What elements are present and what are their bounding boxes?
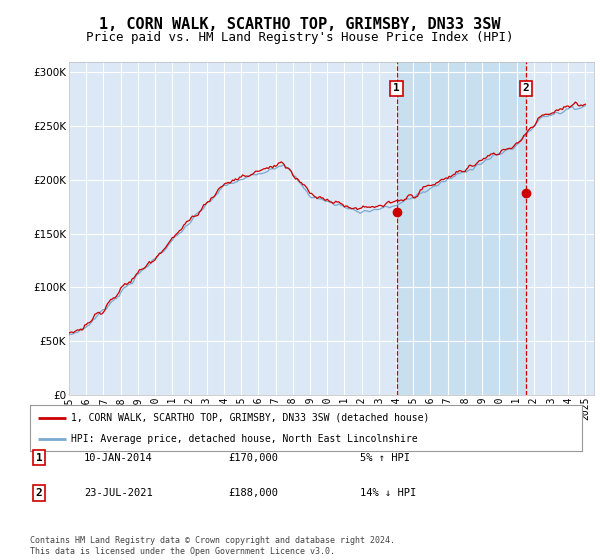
Text: 1: 1 (393, 83, 400, 94)
Text: HPI: Average price, detached house, North East Lincolnshire: HPI: Average price, detached house, Nort… (71, 435, 418, 444)
Bar (397, 62, 526, 395)
Text: Price paid vs. HM Land Registry's House Price Index (HPI): Price paid vs. HM Land Registry's House … (86, 31, 514, 44)
Text: 2: 2 (523, 83, 529, 94)
Text: 23-JUL-2021: 23-JUL-2021 (84, 488, 153, 498)
Text: 14% ↓ HPI: 14% ↓ HPI (360, 488, 416, 498)
Text: £188,000: £188,000 (228, 488, 278, 498)
Text: 1: 1 (35, 452, 43, 463)
Text: 2: 2 (35, 488, 43, 498)
Text: £170,000: £170,000 (228, 452, 278, 463)
Text: 5% ↑ HPI: 5% ↑ HPI (360, 452, 410, 463)
Text: 10-JAN-2014: 10-JAN-2014 (84, 452, 153, 463)
Text: Contains HM Land Registry data © Crown copyright and database right 2024.
This d: Contains HM Land Registry data © Crown c… (30, 536, 395, 556)
Text: 1, CORN WALK, SCARTHO TOP, GRIMSBY, DN33 3SW: 1, CORN WALK, SCARTHO TOP, GRIMSBY, DN33… (99, 17, 501, 32)
Text: 1, CORN WALK, SCARTHO TOP, GRIMSBY, DN33 3SW (detached house): 1, CORN WALK, SCARTHO TOP, GRIMSBY, DN33… (71, 413, 430, 423)
